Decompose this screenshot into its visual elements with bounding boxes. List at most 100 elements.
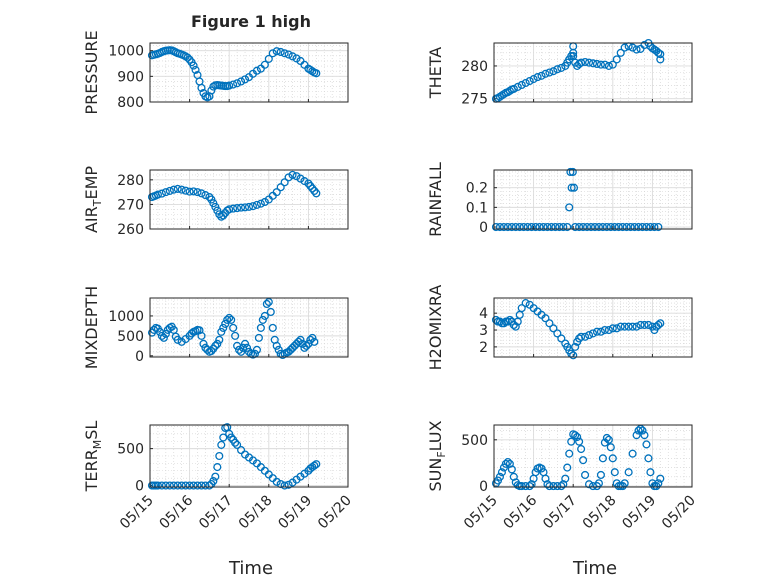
y-tick-label: 0 (479, 479, 488, 495)
data-point (571, 342, 580, 351)
data-point (612, 324, 621, 333)
data-point (517, 304, 526, 313)
data-point (312, 69, 321, 78)
data-point (217, 327, 226, 336)
data-point (620, 322, 629, 331)
data-point (545, 319, 554, 328)
x-axis-label-left: Time (228, 558, 273, 579)
data-point (264, 54, 273, 63)
data-point (193, 481, 202, 490)
data-point (594, 222, 603, 232)
data-point (533, 73, 542, 82)
data-point (165, 481, 174, 490)
data-point (632, 45, 641, 54)
y-axis-label: THETA (426, 47, 445, 99)
data-point (610, 222, 619, 232)
axes-box (149, 297, 349, 358)
data-point (568, 167, 577, 177)
y-tick-label: 275 (461, 92, 488, 108)
data-point (276, 183, 285, 192)
data-point (525, 482, 534, 491)
data-point (157, 331, 166, 340)
data-series-rainfall (491, 167, 663, 232)
data-point (159, 333, 168, 342)
data-point (503, 222, 512, 232)
data-point (280, 49, 289, 58)
data-point (545, 68, 554, 77)
data-point (284, 50, 293, 59)
data-point (215, 335, 224, 344)
data-point (644, 320, 653, 330)
data-point (288, 52, 297, 61)
data-point (221, 319, 230, 328)
data-point (598, 222, 607, 232)
data-point (581, 57, 590, 67)
data-point (252, 345, 261, 354)
data-point (199, 339, 208, 348)
data-point (561, 474, 570, 483)
data-point (592, 327, 602, 336)
data-point (185, 481, 194, 490)
y-tick-label: 3 (479, 323, 488, 339)
data-point (549, 482, 558, 491)
data-point (215, 451, 224, 461)
y-tick-label: 260 (117, 222, 144, 238)
data-point (272, 477, 281, 486)
data-point (581, 470, 590, 480)
data-point (260, 311, 269, 320)
data-point (205, 192, 214, 202)
y-tick-label: 1000 (108, 44, 144, 60)
data-point (584, 58, 594, 67)
data-point (223, 315, 232, 324)
y-tick-label: 900 (117, 69, 144, 85)
data-point (596, 60, 605, 69)
y-tick-label: 280 (461, 59, 488, 75)
panel-air_temp: 260 270 280 AIRTEMP (82, 166, 349, 238)
data-point (233, 440, 242, 449)
data-point (157, 481, 166, 490)
data-point (499, 222, 508, 232)
data-point (280, 481, 289, 490)
data-point (553, 329, 562, 338)
data-point (646, 222, 655, 232)
data-point (588, 329, 598, 338)
data-point (630, 222, 639, 232)
data-point (515, 222, 524, 232)
data-point (260, 60, 269, 69)
data-point (274, 345, 283, 354)
data-point (573, 432, 582, 442)
data-point (225, 205, 234, 214)
data-point (555, 222, 564, 232)
data-point (310, 461, 319, 470)
y-tick-label: 1000 (108, 309, 144, 325)
y-axis-label: H2OMIXRA (426, 285, 445, 371)
data-point (636, 320, 645, 330)
data-point (310, 186, 319, 195)
data-point (541, 69, 550, 78)
data-point (284, 173, 293, 182)
data-point (157, 189, 166, 198)
axes-box (493, 297, 693, 358)
data-point (197, 83, 206, 92)
data-point (634, 426, 643, 435)
data-point (213, 463, 222, 472)
figure-title: Figure 1 high (191, 12, 311, 31)
data-point (284, 480, 293, 489)
data-point (624, 322, 633, 331)
data-point (177, 481, 186, 490)
data-point (608, 60, 617, 69)
data-series-sun_flux (491, 424, 665, 491)
axes-box (149, 42, 349, 103)
data-point (189, 481, 198, 490)
data-point (288, 170, 297, 179)
data-point (565, 449, 574, 458)
data-point (239, 343, 248, 352)
data-point (606, 222, 615, 232)
data-point (491, 222, 501, 232)
data-point (539, 222, 548, 232)
data-point (616, 48, 625, 57)
data-point (181, 481, 190, 490)
data-point (596, 470, 605, 480)
data-point (300, 177, 309, 186)
data-point (531, 222, 540, 232)
